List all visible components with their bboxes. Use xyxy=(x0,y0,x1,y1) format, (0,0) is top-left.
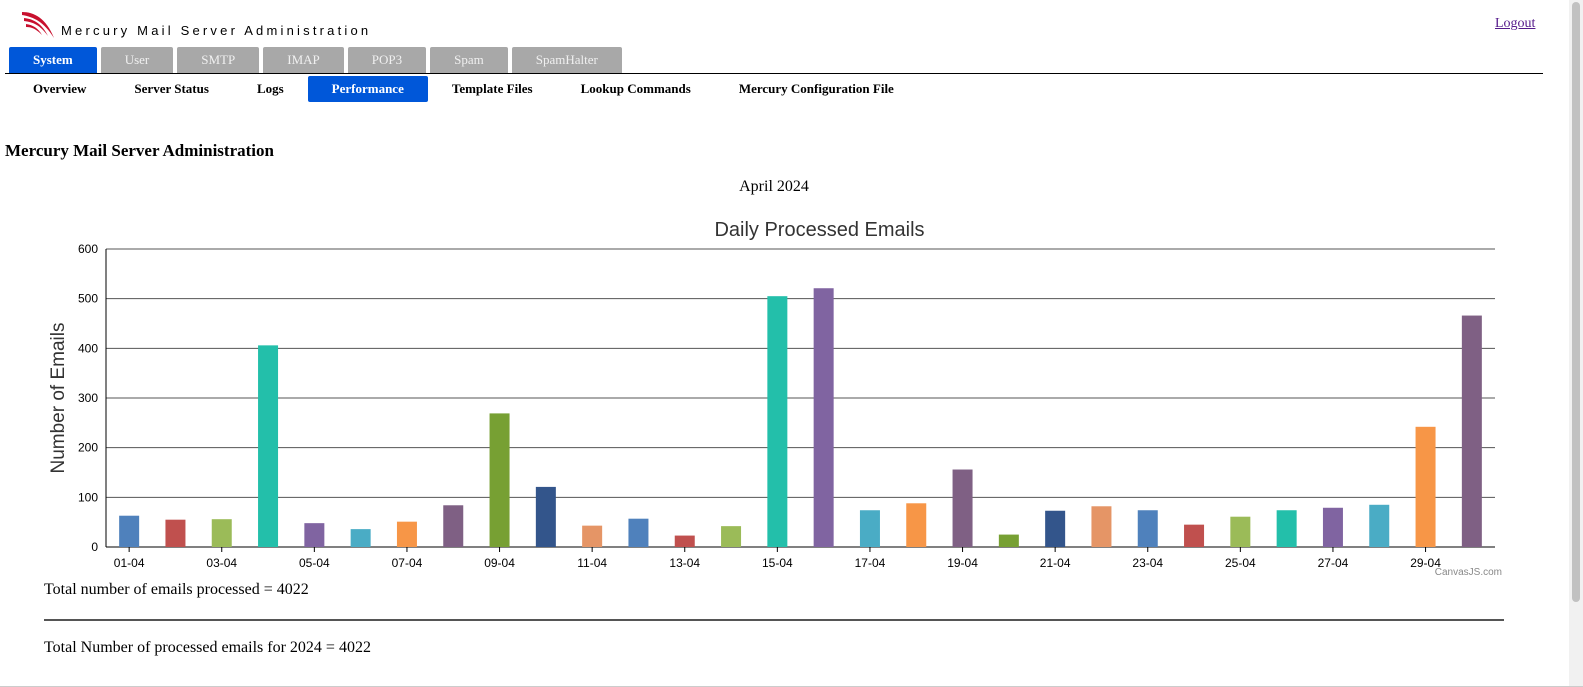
x-tick-label: 05-04 xyxy=(299,556,330,570)
bar-19-04 xyxy=(952,469,973,547)
main-tab-bar: System User SMTP IMAP POP3 Spam SpamHalter xyxy=(9,47,622,73)
subtab-overview[interactable]: Overview xyxy=(33,81,87,96)
tab-divider xyxy=(5,73,1543,74)
bar-26-04 xyxy=(1276,510,1297,547)
subtab-mercury-configuration-file[interactable]: Mercury Configuration File xyxy=(738,81,894,96)
bar-30-04 xyxy=(1461,315,1482,547)
subtab-logs[interactable]: Logs xyxy=(256,81,284,96)
month-label: April 2024 xyxy=(739,178,809,195)
x-tick-label: 15-04 xyxy=(762,556,793,570)
canvasjs-credit: CanvasJS.com xyxy=(1435,567,1502,578)
x-tick-label: 29-04 xyxy=(1410,556,1441,570)
app-title: Mercury Mail Server Administration xyxy=(61,23,372,38)
bar-17-04 xyxy=(859,510,880,547)
tab-spamhalter[interactable]: SpamHalter xyxy=(511,47,622,73)
daily-emails-chart: Daily Processed Emails 0 100 200 300 400 500 60… xyxy=(48,219,1502,578)
bar-15-04 xyxy=(767,296,788,547)
total-month-text: Total number of emails processed = 4022 xyxy=(44,581,309,598)
x-tick-label: 21-04 xyxy=(1040,556,1071,570)
bar-10-04 xyxy=(535,486,556,547)
bar-11-04 xyxy=(582,525,603,547)
bar-04-04 xyxy=(258,345,279,547)
mercury-wing-icon xyxy=(22,12,54,38)
subtab-server-status[interactable]: Server Status xyxy=(134,81,209,96)
x-tick-label: 01-04 xyxy=(114,556,145,570)
tab-spam[interactable]: Spam xyxy=(430,47,508,73)
y-tick-label: 400 xyxy=(78,341,98,355)
bar-06-04 xyxy=(350,529,371,547)
scroll-thumb[interactable] xyxy=(1572,2,1580,602)
y-tick-label: 500 xyxy=(78,292,98,306)
sub-tab-bar: Overview Server Status Logs Performance Temp… xyxy=(9,76,918,102)
logout-link[interactable]: Logout xyxy=(1495,16,1536,31)
bar-07-04 xyxy=(396,521,417,547)
x-tick-label: 23-04 xyxy=(1132,556,1163,570)
bar-22-04 xyxy=(1091,506,1112,547)
subtab-lookup-commands[interactable]: Lookup Commands xyxy=(580,81,691,96)
bar-21-04 xyxy=(1045,510,1066,547)
tab-pop3[interactable]: POP3 xyxy=(347,47,427,73)
x-tick-label: 17-04 xyxy=(855,556,886,570)
page-heading: Mercury Mail Server Administration xyxy=(5,141,274,160)
vertical-scrollbar[interactable] xyxy=(1569,0,1583,687)
horizontal-divider xyxy=(44,619,1504,621)
x-tick-label: 13-04 xyxy=(669,556,700,570)
tab-system[interactable]: System xyxy=(9,47,97,73)
tab-smtp[interactable]: SMTP xyxy=(177,47,260,73)
subtab-template-files[interactable]: Template Files xyxy=(451,81,533,96)
bar-18-04 xyxy=(906,503,927,547)
bar-12-04 xyxy=(628,518,649,547)
total-year-text: Total Number of processed emails for 202… xyxy=(44,639,371,656)
x-tick-label: 11-04 xyxy=(577,556,607,570)
bar-20-04 xyxy=(998,534,1019,547)
bar-16-04 xyxy=(813,288,834,547)
bar-29-04 xyxy=(1415,426,1436,547)
chart-title: Daily Processed Emails xyxy=(714,219,924,241)
y-tick-label: 200 xyxy=(78,441,98,455)
x-tick-label: 19-04 xyxy=(947,556,978,570)
bar-03-04 xyxy=(211,519,232,547)
bar-02-04 xyxy=(165,519,186,547)
bar-13-04 xyxy=(674,535,695,547)
subtab-performance[interactable]: Performance xyxy=(307,76,428,102)
x-tick-label: 25-04 xyxy=(1225,556,1256,570)
x-tick-label: 09-04 xyxy=(484,556,515,570)
y-axis-label: Number of Emails xyxy=(48,323,69,474)
bar-24-04 xyxy=(1184,524,1205,547)
x-tick-label: 27-04 xyxy=(1318,556,1349,570)
tab-imap[interactable]: IMAP xyxy=(263,47,344,73)
tab-user[interactable]: User xyxy=(100,47,174,73)
bar-09-04 xyxy=(489,413,510,547)
y-tick-label: 100 xyxy=(78,490,98,504)
x-tick-label: 03-04 xyxy=(206,556,237,570)
y-tick-label: 0 xyxy=(91,540,98,554)
bar-01-04 xyxy=(119,515,140,547)
bar-05-04 xyxy=(304,523,325,547)
x-tick-label: 07-04 xyxy=(392,556,423,570)
bar-25-04 xyxy=(1230,516,1251,547)
bar-23-04 xyxy=(1137,510,1158,547)
y-tick-label: 300 xyxy=(78,391,98,405)
bar-14-04 xyxy=(721,526,742,547)
bar-27-04 xyxy=(1322,507,1343,547)
bar-08-04 xyxy=(443,505,464,547)
y-tick-label: 600 xyxy=(78,242,98,256)
bar-28-04 xyxy=(1369,504,1390,547)
